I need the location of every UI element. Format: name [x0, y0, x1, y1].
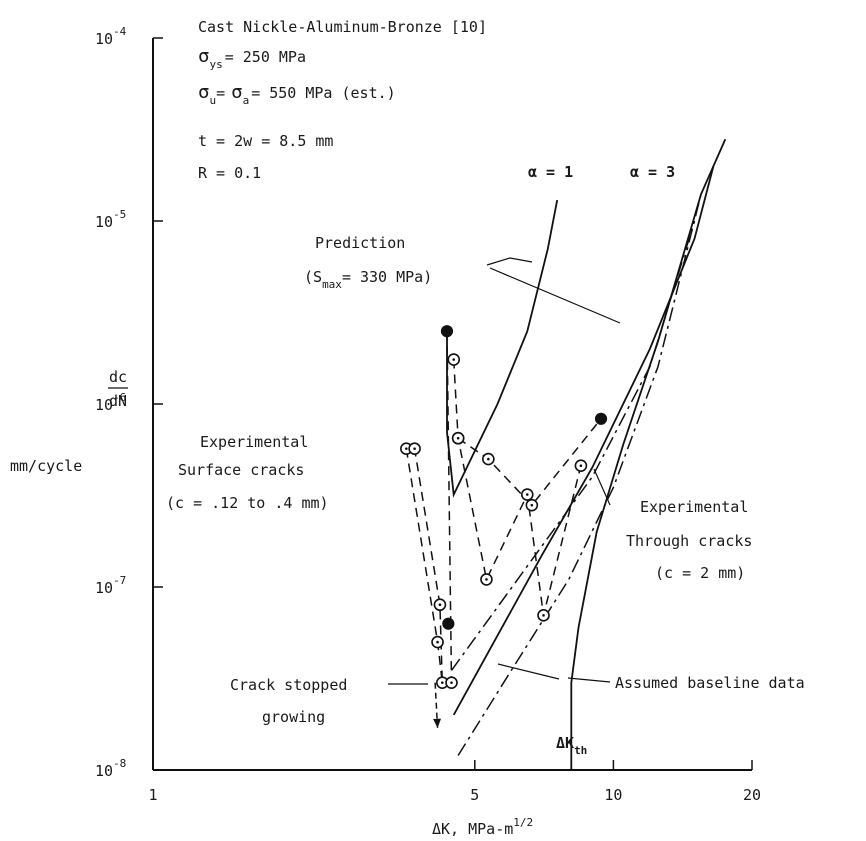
y-tick-base-1: 10	[95, 579, 113, 597]
su-eq: =	[216, 84, 225, 102]
smax-value: = 330 MPa)	[342, 268, 432, 286]
y-tick-exp-0: -8	[113, 757, 126, 770]
y-tick-exp-2: -6	[113, 391, 126, 404]
open-marker-dot-11	[456, 436, 460, 440]
open-marker-dot-4	[413, 447, 416, 450]
open-marker-dot-1	[436, 640, 439, 644]
x-axis-label-text: ΔK, MPa-m	[432, 820, 513, 838]
filled-marker-2	[594, 412, 608, 425]
sa-value: = 550 MPa (est.)	[251, 84, 396, 102]
exp-through-label-2: Through cracks	[626, 532, 752, 550]
info-line-5: R = 0.1	[198, 164, 261, 182]
y-label-units: mm/cycle	[10, 457, 82, 475]
sa-sub: a	[243, 94, 250, 107]
open-marker-dot-7	[485, 578, 488, 581]
smax-sub: max	[322, 278, 342, 291]
exp-surface-label-2: Surface cracks	[178, 461, 304, 479]
stopped-label-2: growing	[262, 708, 325, 726]
exp-surface-label-3: (c = .12 to .4 mm)	[166, 494, 329, 512]
x-tick-label-3: 20	[743, 786, 761, 804]
smax-label: (Smax= 330 MPa)	[304, 268, 432, 291]
open-marker-dot-14	[450, 681, 453, 684]
y-tick-label-1: 10-7	[95, 574, 126, 597]
filled-marker-0	[440, 325, 454, 338]
info-line-1: Cast Nickle-Aluminum-Bronze [10]	[198, 18, 487, 36]
filled-marker-1	[442, 617, 455, 630]
annotations: α = 1 α = 3 Prediction (Smax= 330 MPa) E…	[166, 163, 805, 757]
open-marker-dot-13	[530, 503, 534, 507]
baseline-label: Assumed baseline data	[615, 674, 805, 692]
open-marker-dot-9	[542, 614, 545, 617]
exp-through-label-3: (c = 2 mm)	[655, 564, 745, 582]
smax-symbol: (S	[304, 268, 322, 286]
exp-surface-label-1: Experimental	[200, 433, 308, 451]
info-line-4: t = 2w = 8.5 mm	[198, 132, 333, 150]
x-axis-label: ΔK, MPa-m1/2	[432, 816, 533, 838]
stopped-label-1: Crack stopped	[230, 676, 347, 694]
y-label-bottom: dN	[109, 392, 127, 410]
marker-layer	[400, 325, 608, 689]
dkth-sub: th	[574, 744, 587, 757]
x-tick-label-2: 10	[604, 786, 622, 804]
exp-through-leader	[593, 468, 611, 506]
prediction-leader-1	[486, 257, 533, 266]
dkth-label: ΔKth	[556, 734, 587, 757]
series-2	[450, 220, 696, 671]
y-tick-exp-3: -5	[113, 208, 126, 221]
y-tick-base-3: 10	[95, 213, 113, 231]
open-marker-dot-0	[405, 447, 408, 450]
open-marker-dot-5	[452, 358, 456, 361]
y-tick-base-2: 10	[95, 396, 113, 414]
alpha-3-label: α = 3	[630, 163, 675, 181]
dkth-text: ΔK	[556, 734, 574, 752]
series-4	[570, 138, 727, 770]
su-sub: u	[209, 94, 216, 107]
sys-symbol: σ	[198, 45, 209, 67]
sys-sub: ys	[209, 58, 222, 71]
su-symbol: σ	[198, 81, 209, 103]
open-marker-dot-12	[487, 457, 490, 461]
series-6	[452, 359, 582, 616]
series-7	[457, 418, 602, 507]
arrow-head-0	[433, 718, 442, 728]
prediction-label: Prediction	[315, 234, 405, 252]
series-3	[457, 194, 702, 756]
info-line-3: σu= σa = 550 MPa (est.)	[198, 81, 396, 107]
baseline-leader-2	[497, 663, 560, 680]
x-axis-label-exp: 1/2	[513, 816, 533, 829]
y-tick-label-3: 10-5	[95, 208, 126, 231]
y-tick-exp-1: -7	[113, 574, 126, 587]
exp-through-label-1: Experimental	[640, 498, 748, 516]
open-marker-dot-8	[525, 493, 529, 496]
open-marker-dot-10	[579, 464, 583, 468]
y-tick-label-4: 10-4	[95, 25, 127, 48]
baseline-leader-1	[567, 677, 611, 683]
y-tick-base-0: 10	[95, 762, 113, 780]
open-marker-dot-3	[438, 603, 442, 607]
x-tick-label-0: 1	[148, 786, 157, 804]
sa-symbol: σ	[231, 81, 242, 103]
alpha-1-label: α = 1	[528, 163, 573, 181]
series-1	[452, 165, 715, 716]
y-label-top: dc	[109, 368, 127, 386]
sys-value: = 250 MPa	[225, 48, 306, 66]
y-tick-label-2: 10-6	[95, 391, 126, 414]
series-8	[446, 331, 453, 683]
y-tick-base-4: 10	[95, 30, 113, 48]
series-5	[405, 448, 444, 683]
info-line-2: σys = 250 MPa	[198, 45, 306, 71]
x-tick-label-1: 5	[470, 786, 479, 804]
arrow-shaft-0	[434, 682, 439, 728]
info-block: Cast Nickle-Aluminum-Bronze [10] σys = 25…	[198, 18, 487, 182]
open-marker-dot-2	[441, 681, 444, 684]
prediction-leader-2	[489, 267, 621, 324]
y-tick-label-0: 10-8	[95, 757, 126, 780]
y-tick-exp-4: -4	[113, 25, 127, 38]
series-0	[446, 199, 559, 498]
